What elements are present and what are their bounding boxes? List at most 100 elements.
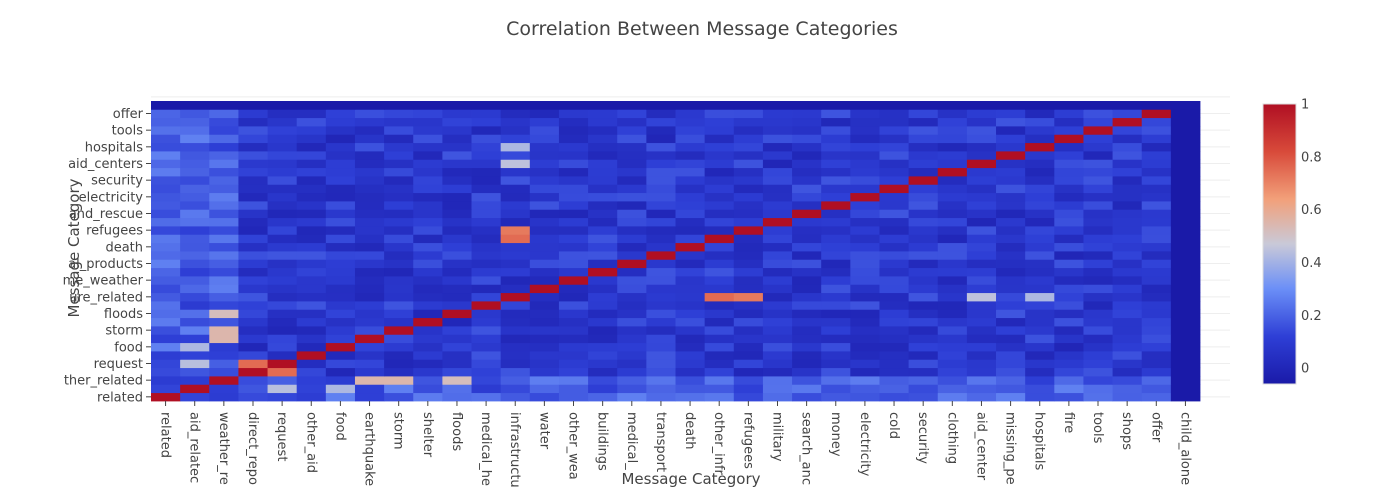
heatmap-cell bbox=[471, 292, 502, 302]
heatmap-cell bbox=[267, 184, 298, 194]
heatmap-cell bbox=[1112, 267, 1143, 277]
heatmap-cell bbox=[588, 259, 618, 269]
heatmap-cell bbox=[529, 309, 560, 319]
heatmap-cell bbox=[762, 301, 793, 310]
heatmap-cell bbox=[1054, 367, 1084, 377]
heatmap-cell bbox=[442, 142, 472, 152]
heatmap-cell bbox=[1054, 217, 1084, 227]
heatmap-cell bbox=[413, 267, 443, 277]
heatmap-cell bbox=[1170, 151, 1201, 160]
heatmap-cell bbox=[588, 184, 618, 194]
heatmap-cell bbox=[500, 159, 531, 169]
heatmap-cell bbox=[1112, 101, 1143, 110]
heatmap-cell bbox=[879, 292, 910, 302]
heatmap-cell bbox=[646, 259, 676, 269]
heatmap-cell bbox=[413, 217, 443, 227]
heatmap-cell bbox=[354, 367, 385, 377]
heatmap-cell bbox=[500, 276, 531, 285]
y-tick-label: and_rescue bbox=[69, 207, 143, 222]
heatmap-cell bbox=[384, 151, 414, 160]
heatmap-cell bbox=[908, 176, 939, 185]
heatmap-cell bbox=[529, 392, 560, 402]
heatmap-cell bbox=[180, 276, 210, 285]
heatmap-cell bbox=[180, 209, 210, 219]
heatmap-cell bbox=[646, 201, 676, 210]
heatmap-cell bbox=[1112, 226, 1143, 235]
heatmap-cell bbox=[296, 342, 327, 352]
heatmap-cell bbox=[792, 159, 822, 169]
heatmap-cell bbox=[238, 151, 268, 160]
heatmap-cell bbox=[296, 134, 327, 144]
heatmap-cell bbox=[558, 242, 589, 252]
colorbar-tick-label: 0.2 bbox=[1301, 309, 1322, 324]
heatmap-cell bbox=[646, 209, 676, 219]
heatmap-cell bbox=[180, 284, 210, 294]
heatmap-cell bbox=[471, 276, 502, 285]
heatmap-cell bbox=[1141, 126, 1172, 135]
x-tick-label: request bbox=[274, 412, 289, 461]
heatmap-cell bbox=[617, 276, 647, 285]
heatmap-cell bbox=[937, 284, 968, 294]
heatmap-cell bbox=[733, 184, 764, 194]
heatmap-cell bbox=[733, 309, 764, 319]
heatmap-cell bbox=[937, 267, 968, 277]
heatmap-cell bbox=[1141, 117, 1172, 127]
heatmap-cell bbox=[558, 134, 589, 144]
heatmap-cell bbox=[675, 126, 706, 135]
heatmap-cell bbox=[1083, 384, 1113, 394]
heatmap-cell bbox=[908, 276, 939, 285]
heatmap-cell bbox=[762, 126, 793, 135]
heatmap-cell bbox=[733, 251, 764, 260]
heatmap-cell bbox=[1025, 117, 1055, 127]
heatmap-cell bbox=[646, 376, 676, 385]
heatmap-cell bbox=[617, 134, 647, 144]
heatmap-cell bbox=[267, 209, 298, 219]
heatmap-cell bbox=[558, 392, 589, 402]
heatmap-cell bbox=[850, 209, 880, 219]
heatmap-cell bbox=[1170, 167, 1201, 177]
x-tick-label: other_aid bbox=[303, 412, 318, 473]
heatmap-cell bbox=[1054, 392, 1084, 402]
heatmap-cell bbox=[1025, 342, 1055, 352]
heatmap-cell bbox=[558, 117, 589, 127]
heatmap-cell bbox=[937, 109, 968, 119]
heatmap-cell bbox=[850, 309, 880, 319]
heatmap-cell bbox=[1170, 367, 1201, 377]
heatmap-cell bbox=[1112, 142, 1143, 152]
heatmap-cell bbox=[908, 309, 939, 319]
heatmap-cell bbox=[762, 109, 793, 119]
heatmap-cell bbox=[850, 176, 880, 185]
heatmap-cell bbox=[1141, 276, 1172, 285]
heatmap-cell bbox=[267, 234, 298, 244]
heatmap-cell bbox=[879, 201, 910, 210]
heatmap-cell bbox=[180, 351, 210, 360]
heatmap-cell bbox=[180, 384, 210, 394]
heatmap-cell bbox=[1083, 142, 1113, 152]
heatmap-cell bbox=[354, 242, 385, 252]
heatmap-cell bbox=[1025, 301, 1055, 310]
heatmap-cell bbox=[937, 276, 968, 285]
heatmap-cell bbox=[646, 309, 676, 319]
heatmap-cell bbox=[879, 117, 910, 127]
heatmap-cell bbox=[1170, 217, 1201, 227]
heatmap-cell bbox=[821, 251, 851, 260]
heatmap-cell bbox=[180, 226, 210, 235]
heatmap-cell bbox=[267, 367, 298, 377]
heatmap-cell bbox=[558, 301, 589, 310]
heatmap-cell bbox=[617, 351, 647, 360]
heatmap-cell bbox=[617, 292, 647, 302]
heatmap-cell bbox=[500, 109, 531, 119]
heatmap-cell bbox=[588, 159, 618, 169]
heatmap-cell bbox=[1083, 392, 1113, 402]
heatmap-cell bbox=[238, 359, 268, 369]
heatmap-cell bbox=[908, 367, 939, 377]
heatmap-cell bbox=[792, 142, 822, 152]
heatmap-cell bbox=[646, 192, 676, 202]
heatmap-cell bbox=[1112, 342, 1143, 352]
heatmap-cell bbox=[354, 226, 385, 235]
colorbar-tick-label: 0.8 bbox=[1301, 150, 1322, 165]
heatmap-cell bbox=[267, 276, 298, 285]
heatmap-cell bbox=[996, 251, 1026, 260]
heatmap-cell bbox=[267, 109, 298, 119]
heatmap-cell bbox=[209, 251, 239, 260]
